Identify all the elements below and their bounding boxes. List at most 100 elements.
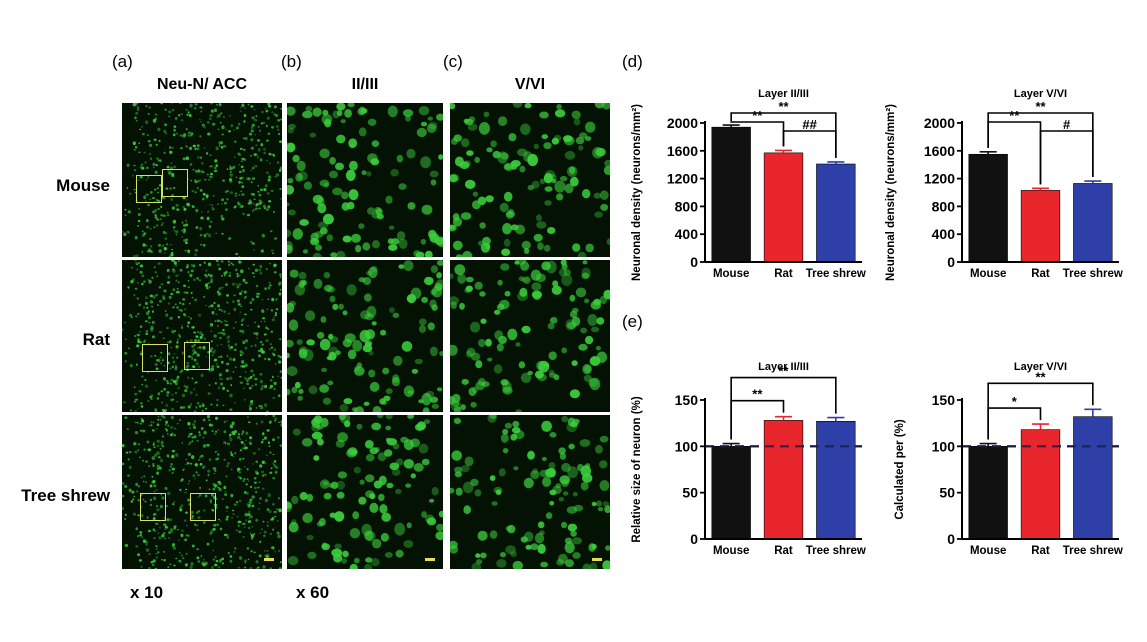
micrograph-texture: [287, 103, 443, 257]
region-box: [190, 493, 216, 521]
chart-title: Layer II/III: [758, 361, 809, 373]
y-tick-label: 400: [675, 226, 699, 242]
micrograph-texture: [122, 260, 282, 412]
scale-bar: [592, 558, 602, 561]
y-tick-label: 150: [675, 392, 699, 408]
y-tick-label: 1200: [924, 171, 955, 187]
chart-e-layer23: Layer II/III Relative size of neuron (%) M…: [631, 361, 866, 557]
x-tick-label: Mouse: [970, 545, 1006, 557]
chart-title: Layer V/VI: [1014, 88, 1067, 100]
magnification-high: x 60: [296, 583, 330, 602]
significance-label: ##: [802, 117, 817, 132]
significance-bracket: [987, 382, 1094, 440]
column-title-c: V/VI: [514, 76, 546, 93]
micrograph-tree-shrew-acc-10x: [122, 415, 282, 569]
bar-rat: [1020, 429, 1061, 540]
bar-mouse: [968, 153, 1008, 263]
bar-rat: [1020, 190, 1061, 263]
y-tick-label: 1600: [667, 143, 698, 159]
chart-d-layer23: Layer II/III Neuronal density (neurons/mm…: [631, 88, 866, 281]
region-box: [142, 344, 168, 372]
bar-tree-shrew: [1073, 183, 1113, 263]
x-tick-label: Tree shrew: [1063, 268, 1123, 280]
region-box: [162, 169, 188, 197]
y-tick-label: 1200: [667, 171, 698, 187]
micrograph-tree-shrew-layer-5-6: [450, 415, 610, 569]
y-tick-label: 0: [947, 254, 955, 270]
y-axis-label: Relative size of neuron (%): [631, 396, 643, 543]
micrograph-rat-acc-10x: [122, 260, 282, 412]
x-tick-label: Rat: [1031, 545, 1050, 557]
x-tick-label: Rat: [774, 268, 793, 280]
x-tick-label: Tree shrew: [1063, 545, 1123, 557]
significance-label: **: [778, 364, 789, 379]
micrograph-texture: [450, 103, 610, 257]
region-box: [136, 175, 162, 203]
column-title-b: II/III: [351, 76, 379, 93]
y-tick-label: 0: [947, 531, 955, 547]
x-tick-label: Tree shrew: [806, 268, 866, 280]
y-tick-label: 800: [932, 198, 956, 214]
chart-d-layer56: Layer V/VI Neuronal density (neurons/mm²)…: [885, 88, 1123, 281]
y-tick-label: 100: [932, 438, 956, 454]
significance-label: *: [1012, 394, 1018, 409]
panel-label-a: (a): [112, 52, 133, 71]
chart-title: Layer V/VI: [1014, 361, 1067, 373]
y-axis-label: Calculated per (%): [894, 419, 906, 519]
y-tick-label: 0: [690, 531, 698, 547]
significance-label: **: [752, 108, 763, 123]
significance-bracket: [730, 376, 837, 440]
column-title-a: Neu-N/ ACC: [156, 76, 248, 93]
bar-tree-shrew: [816, 421, 856, 540]
significance-label: **: [1035, 369, 1046, 384]
micrograph-texture: [287, 415, 443, 569]
micrograph-mouse-layer-5-6: [450, 103, 610, 257]
micrograph-tree-shrew-layer-2-3: [287, 415, 443, 569]
x-tick-label: Mouse: [713, 545, 749, 557]
x-tick-label: Rat: [774, 545, 793, 557]
micrograph-mouse-layer-2-3: [287, 103, 443, 257]
significance-bracket: [1039, 130, 1094, 185]
micrograph-texture: [450, 415, 610, 569]
bar-tree-shrew: [1073, 416, 1113, 540]
significance-bracket: [782, 130, 837, 158]
y-tick-label: 100: [675, 438, 699, 454]
panel-label-b: (b): [281, 52, 302, 71]
significance-label: #: [1063, 117, 1071, 132]
x-tick-label: Mouse: [713, 268, 749, 280]
y-tick-label: 800: [675, 198, 699, 214]
y-tick-label: 50: [682, 485, 698, 501]
chart-title: Layer II/III: [758, 88, 809, 100]
bar-rat: [763, 420, 804, 540]
micrograph-rat-layer-5-6: [450, 260, 610, 412]
region-box: [140, 493, 166, 521]
y-axis-label: Neuronal density (neurons/mm²): [631, 104, 643, 281]
x-tick-label: Tree shrew: [806, 545, 866, 557]
micrograph-mouse-acc-10x: [122, 103, 282, 257]
y-tick-label: 400: [932, 226, 956, 242]
y-tick-label: 2000: [924, 115, 955, 131]
magnification-low: x 10: [130, 583, 164, 602]
bar-rat: [763, 152, 804, 263]
bar-tree-shrew: [816, 163, 856, 263]
panel-label-e: (e): [622, 312, 643, 331]
significance-label: **: [1009, 108, 1020, 123]
x-tick-label: Mouse: [970, 268, 1006, 280]
region-box: [184, 342, 210, 370]
panel-label-d: (d): [622, 52, 643, 71]
significance-label: **: [752, 387, 763, 402]
bar-mouse: [711, 446, 751, 540]
panel-label-c: (c): [443, 52, 463, 71]
row-label-mouse: Mouse: [56, 176, 110, 195]
y-tick-label: 0: [690, 254, 698, 270]
micrograph-texture: [122, 103, 282, 257]
significance-label: **: [778, 99, 789, 114]
y-tick-label: 150: [932, 392, 956, 408]
scale-bar: [425, 558, 435, 561]
x-tick-label: Rat: [1031, 268, 1050, 280]
significance-label: **: [1035, 99, 1046, 114]
chart-e-layer56: Layer V/VI Calculated per (%) Mouse Rat Tree…: [894, 361, 1123, 557]
y-tick-label: 1600: [924, 143, 955, 159]
micrograph-texture: [450, 260, 610, 412]
